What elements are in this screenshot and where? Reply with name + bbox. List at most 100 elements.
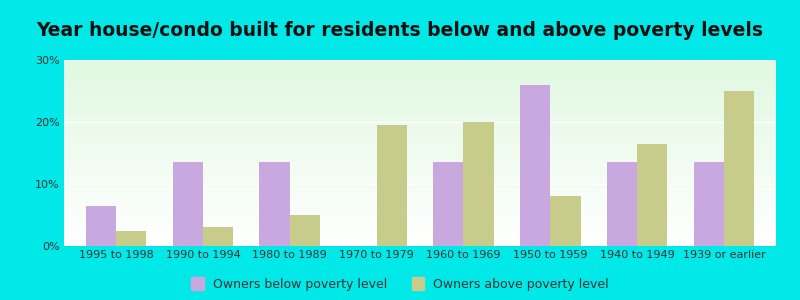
Bar [64, 207, 776, 209]
Bar [64, 240, 776, 242]
Bar [64, 118, 776, 119]
Bar [64, 160, 776, 162]
Bar [64, 142, 776, 144]
Bar [64, 192, 776, 194]
Bar [64, 99, 776, 101]
Bar [64, 179, 776, 181]
Bar [64, 79, 776, 80]
Bar [64, 123, 776, 125]
Bar [64, 201, 776, 203]
Bar [64, 90, 776, 92]
Bar [64, 125, 776, 127]
Bar [64, 218, 776, 220]
Bar [64, 181, 776, 183]
Bar [64, 190, 776, 192]
Bar [64, 64, 776, 66]
Bar [64, 101, 776, 103]
Bar [64, 95, 776, 97]
Bar [64, 226, 776, 227]
Legend: Owners below poverty level, Owners above poverty level: Owners below poverty level, Owners above… [191, 277, 609, 291]
Bar [64, 66, 776, 68]
Bar [64, 77, 776, 79]
Bar [64, 133, 776, 134]
Bar [64, 205, 776, 207]
Bar [64, 159, 776, 161]
Bar [64, 134, 776, 136]
Bar [64, 103, 776, 105]
Bar [64, 164, 776, 166]
Bar [64, 235, 776, 237]
Bar [64, 106, 776, 108]
Bar [463, 122, 494, 246]
Bar [116, 230, 146, 246]
Bar [259, 162, 290, 246]
Bar [64, 200, 776, 201]
Bar [64, 105, 776, 106]
Bar [64, 211, 776, 212]
Bar [64, 231, 776, 233]
Bar [64, 62, 776, 64]
Bar [64, 166, 776, 168]
Bar [64, 116, 776, 118]
Bar [64, 88, 776, 90]
Bar [64, 175, 776, 177]
Text: Year house/condo built for residents below and above poverty levels: Year house/condo built for residents bel… [37, 21, 763, 40]
Bar [64, 144, 776, 146]
Bar [64, 84, 776, 86]
Bar [550, 196, 581, 246]
Bar [64, 75, 776, 77]
Bar [64, 216, 776, 218]
Bar [86, 206, 116, 246]
Bar [64, 138, 776, 140]
Bar [64, 69, 776, 71]
Bar [64, 198, 776, 200]
Bar [64, 209, 776, 211]
Bar [64, 157, 776, 159]
Bar [64, 60, 776, 62]
Bar [64, 131, 776, 133]
Bar [64, 114, 776, 116]
Bar [64, 237, 776, 239]
Bar [64, 92, 776, 94]
Bar [64, 82, 776, 84]
Bar [64, 129, 776, 131]
Bar [64, 187, 776, 188]
Bar [64, 73, 776, 75]
Bar [64, 112, 776, 114]
Bar [64, 94, 776, 95]
Bar [64, 97, 776, 99]
Bar [64, 71, 776, 73]
Bar [64, 149, 776, 151]
Bar [64, 227, 776, 229]
Bar [64, 147, 776, 149]
Bar [64, 173, 776, 175]
Bar [64, 162, 776, 164]
Bar [64, 172, 776, 173]
Bar [64, 244, 776, 246]
Bar [64, 238, 776, 240]
Bar [520, 85, 550, 246]
Bar [64, 188, 776, 190]
Bar [694, 162, 724, 246]
Bar [433, 162, 463, 246]
Bar [64, 136, 776, 138]
Bar [64, 110, 776, 112]
Bar [64, 183, 776, 184]
Bar [64, 151, 776, 153]
Bar [173, 162, 203, 246]
Bar [724, 91, 754, 246]
Bar [64, 146, 776, 147]
Bar [64, 108, 776, 110]
Bar [64, 214, 776, 216]
Bar [64, 229, 776, 231]
Bar [290, 215, 320, 246]
Bar [64, 212, 776, 214]
Bar [64, 119, 776, 122]
Bar [64, 222, 776, 224]
Bar [64, 127, 776, 129]
Bar [64, 153, 776, 155]
Bar [64, 168, 776, 170]
Bar [606, 162, 637, 246]
Bar [64, 196, 776, 198]
Bar [64, 194, 776, 196]
